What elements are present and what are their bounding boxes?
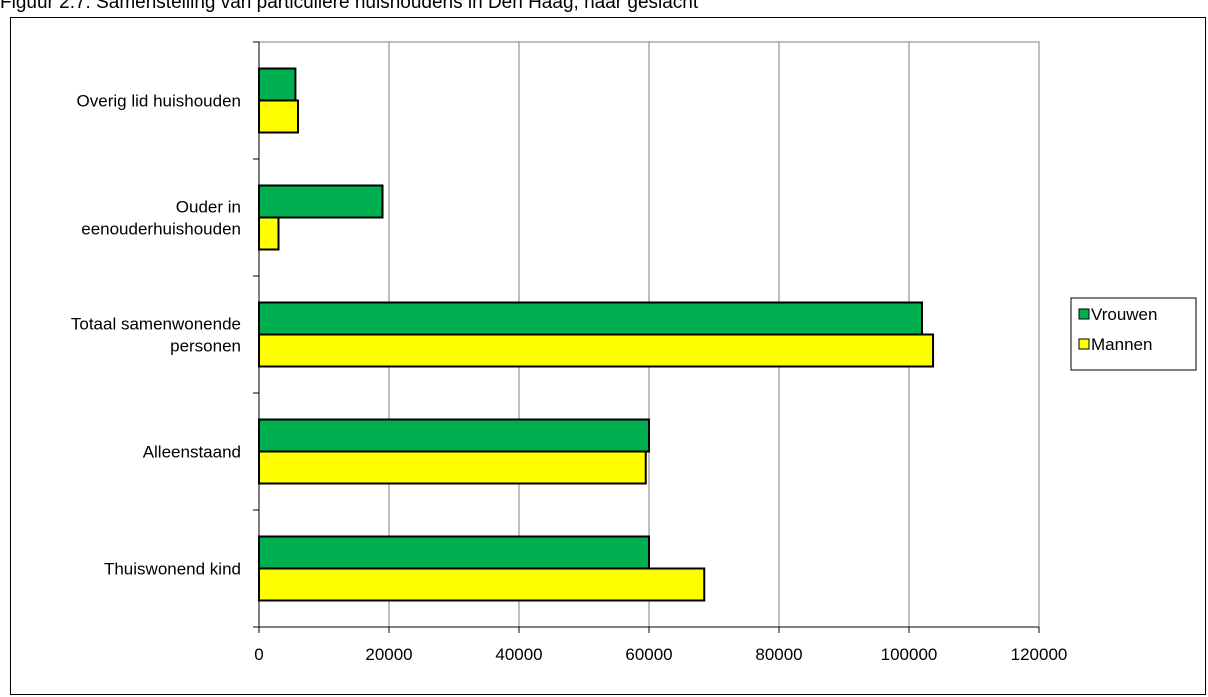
figure-caption: Figuur 2.7: Samenstelling van particulie… (0, 0, 699, 13)
bar-mannen (258, 99, 299, 134)
category-label: Overig lid huishouden (77, 92, 241, 111)
bar-vrouwen (258, 67, 297, 102)
category-label: Ouder in eenouderhuishouden (81, 198, 241, 239)
legend-swatch-vrouwen (1078, 308, 1090, 320)
legend-swatch-mannen (1078, 338, 1090, 350)
category-label: Alleenstaand (143, 443, 241, 462)
legend-label-vrouwen: Vrouwen (1091, 305, 1157, 324)
x-tick-label: 0 (254, 645, 263, 664)
x-tick-label: 40000 (495, 645, 542, 664)
chart-frame: Overig lid huishouden Ouder in eenouderhui… (10, 17, 1206, 695)
bar-vrouwen (258, 301, 923, 336)
x-tick-label: 120000 (1011, 645, 1068, 664)
x-tick-label: 60000 (625, 645, 672, 664)
x-tick-label: 100000 (881, 645, 938, 664)
bar-mannen (258, 450, 647, 485)
x-tick-label: 80000 (755, 645, 802, 664)
bar-mannen (258, 567, 706, 602)
legend-label-mannen: Mannen (1091, 335, 1152, 354)
x-tick-label: 20000 (365, 645, 412, 664)
legend (1070, 297, 1197, 371)
bar-vrouwen (258, 418, 650, 453)
bar-chart: Overig lid huishouden Ouder in eenouderhui… (71, 41, 1197, 664)
bar-mannen (258, 333, 935, 368)
bar-mannen (258, 216, 280, 251)
bar-vrouwen (258, 184, 384, 219)
category-label: Totaal samenwonende personen (71, 315, 241, 356)
bar-vrouwen (258, 535, 650, 570)
category-label: Thuiswonend kind (104, 560, 241, 579)
